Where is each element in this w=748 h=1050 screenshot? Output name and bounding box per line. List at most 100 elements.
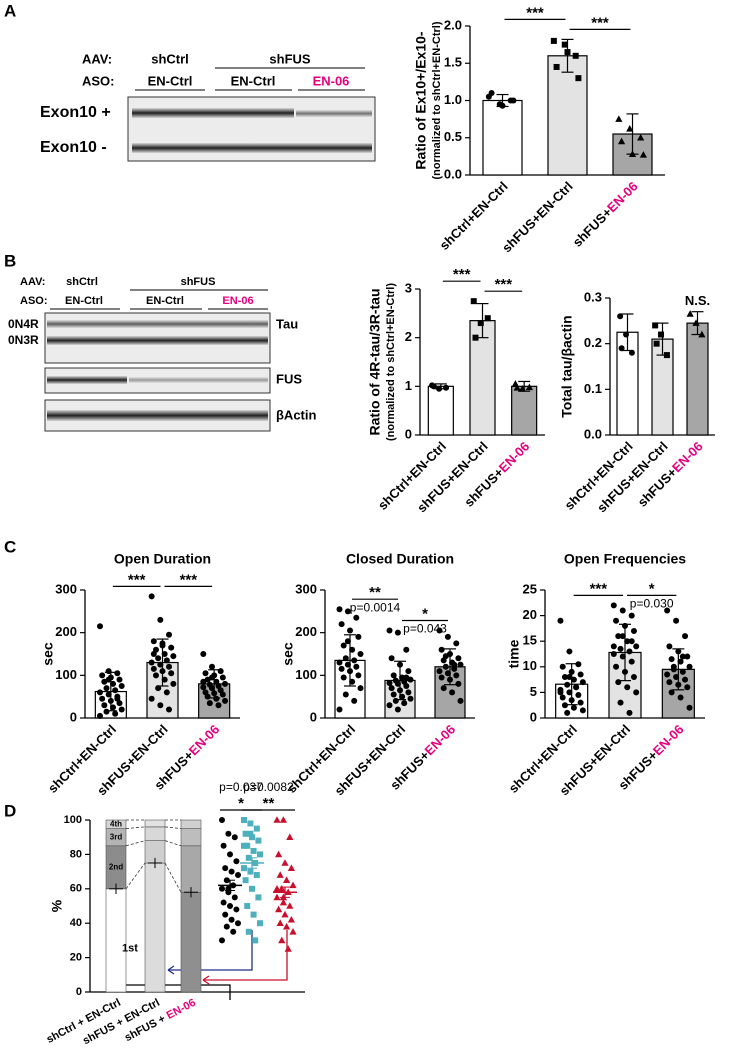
data-point <box>344 608 351 615</box>
data-point <box>227 903 233 909</box>
y-tick-label: 2.0 <box>444 17 462 32</box>
data-point <box>559 694 566 701</box>
label-part: shCtrl+EN-Ctrl <box>437 179 511 253</box>
p-value: p=0.030 <box>630 597 674 611</box>
data-point <box>624 684 631 691</box>
bar <box>427 385 454 436</box>
data-point <box>403 683 410 689</box>
label-part: EN-06 <box>422 722 459 759</box>
data-point <box>666 679 673 686</box>
data-point <box>166 631 173 638</box>
y-tick-label: 40 <box>70 917 82 929</box>
data-point <box>150 651 157 657</box>
data-point <box>679 653 686 660</box>
data-point <box>168 670 175 677</box>
data-point <box>619 653 626 660</box>
data-point <box>249 834 255 841</box>
data-point <box>553 63 560 70</box>
data-point <box>200 651 207 657</box>
blot-label: βActin <box>276 407 316 422</box>
data-point <box>278 885 286 892</box>
band <box>47 336 268 345</box>
data-point <box>684 684 691 691</box>
data-point <box>273 885 281 892</box>
bar <box>686 322 709 436</box>
data-point <box>204 693 211 700</box>
p-value: p=0.043 <box>403 622 447 636</box>
bar <box>482 99 523 176</box>
data-point <box>670 663 677 670</box>
data-point <box>253 825 260 832</box>
data-point <box>217 668 224 675</box>
data-point <box>166 706 173 713</box>
data-point <box>457 661 464 668</box>
data-point <box>444 633 451 640</box>
band <box>129 377 268 383</box>
data-point <box>249 885 255 892</box>
data-point <box>170 653 177 660</box>
data-point <box>105 691 112 698</box>
chart-title: Closed Duration <box>346 551 454 567</box>
panel-label: B <box>4 251 16 270</box>
data-point <box>610 651 617 657</box>
data-point <box>215 702 222 709</box>
stack-segment <box>144 826 166 841</box>
aso-group: EN-Ctrl <box>231 73 276 88</box>
label-part: shFUS+ <box>387 748 432 793</box>
data-point <box>114 670 121 677</box>
data-point <box>219 885 225 892</box>
arrow <box>168 930 253 971</box>
data-point <box>233 906 240 913</box>
blot-a: AAV: shCtrl shFUS ASO: EN-Ctrl EN-Ctrl E… <box>40 51 376 162</box>
y-tick-label: 0.0 <box>444 166 462 181</box>
stack-segment <box>180 819 202 829</box>
data-point <box>388 655 395 662</box>
significance-label: *** <box>590 580 608 597</box>
chart-title: Open Frequencies <box>564 551 686 567</box>
significance-label: *** <box>453 266 471 283</box>
data-point <box>573 684 580 691</box>
data-point <box>355 633 362 640</box>
y-tick-label: 60 <box>70 883 82 895</box>
data-point <box>619 633 626 640</box>
significance-label: *** <box>591 14 609 31</box>
significance-label: * <box>422 606 428 623</box>
y-tick-label: 100 <box>64 814 82 826</box>
data-point <box>561 702 568 709</box>
band <box>47 320 268 328</box>
significance-label: ** <box>369 584 381 601</box>
y-tick-label: 0 <box>70 709 77 724</box>
y-tick-label: 300 <box>55 581 77 596</box>
data-point <box>222 865 229 872</box>
data-point <box>405 668 412 675</box>
data-point <box>231 834 238 841</box>
data-point <box>166 663 173 670</box>
y-tick-label: 0 <box>530 709 537 724</box>
y-tick-label: 3 <box>405 280 412 295</box>
data-point <box>161 676 168 683</box>
data-point <box>283 876 291 883</box>
isoform-label: 0N4R <box>8 317 39 331</box>
data-point <box>200 678 207 685</box>
data-point <box>403 646 410 653</box>
data-point <box>235 920 241 927</box>
data-point <box>155 685 162 692</box>
data-point <box>653 340 660 347</box>
data-point <box>673 674 680 681</box>
data-point <box>222 680 229 687</box>
segment-label: 4th <box>110 819 122 828</box>
data-point <box>610 643 617 650</box>
data-point <box>451 661 458 668</box>
band <box>47 376 127 384</box>
data-point <box>283 922 291 930</box>
data-point <box>96 623 103 630</box>
data-point <box>112 710 119 717</box>
data-point <box>633 643 640 650</box>
data-point <box>575 661 582 668</box>
data-point <box>168 644 175 651</box>
data-point <box>664 671 671 678</box>
data-point <box>336 659 343 666</box>
data-point <box>673 617 680 624</box>
y-tick-label: 0.3 <box>584 289 602 304</box>
y-tick-label: 1.0 <box>444 92 462 107</box>
